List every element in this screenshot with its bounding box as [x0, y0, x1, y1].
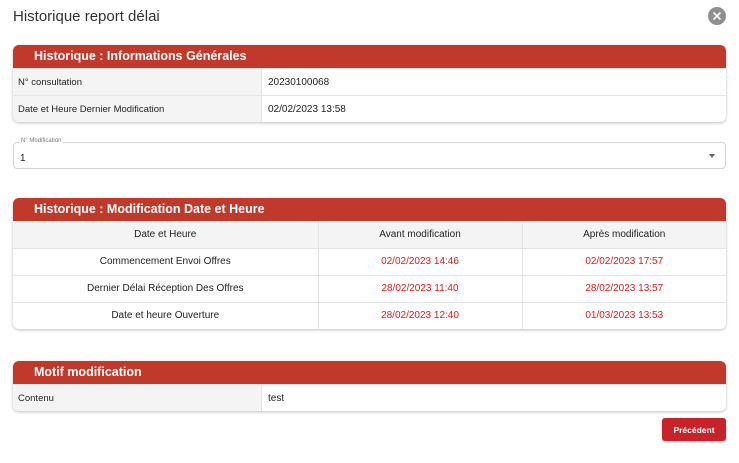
caret-down-icon: [709, 154, 715, 158]
table-row: Dernier Délai Réception Des Offres 28/02…: [13, 274, 726, 302]
row-label: Date et heure Ouverture: [13, 301, 319, 329]
modification-number-select[interactable]: N° Modification 1: [13, 138, 726, 169]
motif-card: Motif modification Contenu test: [13, 361, 726, 411]
info-label: N° consultation: [13, 69, 262, 95]
motif-header: Motif modification: [13, 361, 726, 384]
dialog-title: Historique report délai: [13, 8, 160, 25]
info-value: 20230100068: [268, 76, 330, 88]
after-date: 01/03/2023 13:53: [522, 301, 726, 329]
motif-value: test: [268, 392, 285, 404]
column-header: Après modification: [522, 221, 726, 249]
motif-row: Contenu test: [13, 384, 726, 411]
modification-table: Date et Heure Avant modification Après m…: [13, 221, 726, 329]
row-label: Dernier Délai Réception Des Offres: [13, 274, 319, 302]
before-date: 02/02/2023 14:46: [318, 247, 523, 275]
general-info-header: Historique : Informations Générales: [13, 45, 726, 68]
info-value: 02/02/2023 13:58: [268, 103, 346, 115]
modification-history-header: Historique : Modification Date et Heure: [13, 198, 726, 221]
column-header: Date et Heure: [13, 221, 319, 249]
info-label: Date et Heure Dernier Modification: [13, 96, 262, 122]
close-icon: [713, 12, 721, 20]
table-row: Date et heure Ouverture 28/02/2023 12:40…: [13, 301, 726, 329]
modification-history-card: Historique : Modification Date et Heure …: [13, 198, 726, 329]
previous-button[interactable]: Précédent: [662, 418, 726, 441]
select-value: 1: [20, 153, 26, 164]
after-date: 02/02/2023 17:57: [522, 247, 726, 275]
close-button[interactable]: [708, 7, 726, 25]
row-label: Commencement Envoi Offres: [13, 247, 319, 275]
before-date: 28/02/2023 12:40: [318, 301, 523, 329]
info-row-last-modification: Date et Heure Dernier Modification 02/02…: [13, 95, 726, 122]
after-date: 28/02/2023 13:57: [522, 274, 726, 302]
before-date: 28/02/2023 11:40: [318, 274, 523, 302]
motif-label: Contenu: [13, 385, 262, 411]
general-info-card: Historique : Informations Générales N° c…: [13, 45, 726, 122]
table-header-row: Date et Heure Avant modification Après m…: [13, 221, 726, 249]
select-label: N° Modification: [19, 138, 64, 144]
table-row: Commencement Envoi Offres 02/02/2023 14:…: [13, 247, 726, 275]
column-header: Avant modification: [318, 221, 523, 249]
info-row-consultation: N° consultation 20230100068: [13, 68, 726, 95]
